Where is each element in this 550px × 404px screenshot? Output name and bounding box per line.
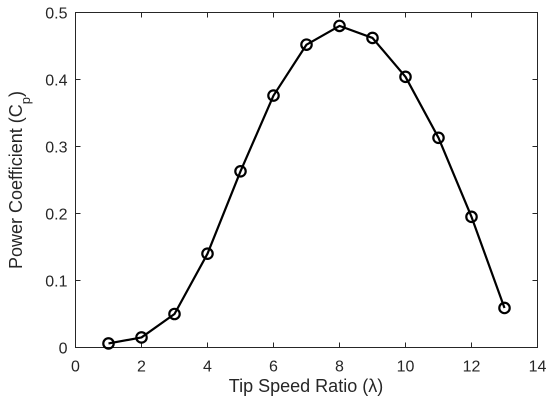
data-point: [267, 89, 280, 102]
data-point: [135, 331, 148, 344]
x-tick-label: 10: [397, 359, 415, 376]
x-tick-label: 12: [463, 359, 481, 376]
data-point: [300, 38, 313, 51]
axes-box: [75, 12, 538, 348]
y-tick-label: 0.1: [45, 274, 67, 291]
x-tick-label: 8: [335, 359, 344, 376]
y-tick-label: 0.5: [45, 6, 67, 23]
x-tick-label: 14: [529, 359, 547, 376]
data-point: [366, 31, 379, 45]
x-axis-ticks: 0 2 4 6 8 10 12 14: [71, 12, 547, 376]
y-tick-label: 0.3: [45, 140, 67, 157]
y-tick-label: 0.2: [45, 207, 67, 224]
y-tick-label: 0: [59, 341, 68, 358]
plot-area: 0 2 4 6 8 10 12 14 0 0.1 0.2 0.3 0.4 0.5: [45, 6, 546, 376]
y-tick-label: 0.4: [45, 73, 67, 90]
data-point: [498, 301, 511, 315]
x-axis-label: Tip Speed Ratio (λ): [229, 376, 383, 396]
x-tick-label: 6: [269, 359, 278, 376]
data-point: [168, 307, 181, 321]
y-axis-label: Power Coefficient (Cp): [6, 91, 33, 269]
data-point: [234, 164, 247, 178]
data-point: [201, 247, 214, 260]
y-axis-label-close: ): [6, 91, 26, 97]
data-point: [465, 210, 478, 224]
data-point: [399, 70, 412, 84]
x-tick-label: 2: [137, 359, 146, 376]
y-axis-label-main: Power Coefficient (C: [6, 104, 26, 269]
data-point: [333, 19, 346, 33]
x-tick-label: 0: [71, 359, 80, 376]
data-point: [102, 337, 115, 350]
x-tick-label: 4: [203, 359, 212, 376]
y-axis-ticks: 0 0.1 0.2 0.3 0.4 0.5: [45, 6, 538, 358]
y-axis-label-subscript: p: [18, 97, 33, 104]
series-line: [108, 24, 506, 345]
series-layer: [102, 19, 511, 350]
data-point: [432, 131, 445, 145]
